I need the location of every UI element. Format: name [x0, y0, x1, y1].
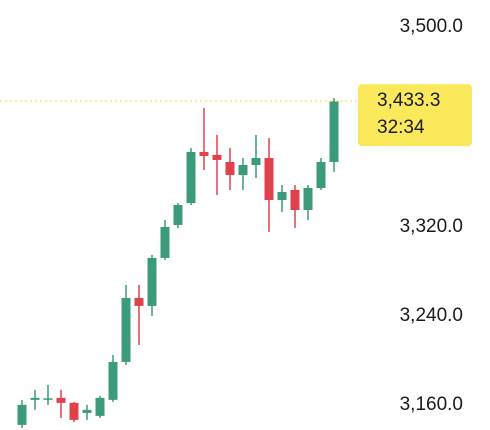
candle-body: [264, 157, 274, 200]
y-tick-label: 3,500.0: [400, 16, 463, 37]
y-tick-label: 3,240.0: [400, 305, 463, 326]
candle-body: [121, 297, 131, 362]
candle-body: [329, 101, 339, 162]
candle-body: [277, 191, 287, 200]
candle-body: [82, 409, 92, 413]
y-tick-label: 3,320.0: [400, 216, 463, 237]
candle-body: [251, 157, 261, 165]
candle-body: [160, 227, 170, 258]
candle-body: [212, 154, 222, 160]
price-tag: [358, 84, 472, 147]
candle-body: [17, 404, 27, 425]
candle-body: [186, 151, 196, 203]
candle-body: [173, 204, 183, 226]
countdown: 32:34: [377, 117, 425, 138]
candle-body: [199, 151, 209, 156]
candle-body: [290, 189, 300, 210]
candle-body: [56, 397, 66, 403]
candle-body: [69, 402, 79, 420]
candle-body: [30, 397, 40, 400]
candle-body: [134, 297, 144, 306]
candle-body: [43, 398, 53, 400]
candle-body: [238, 164, 248, 175]
candle-body: [316, 161, 326, 188]
candle-body: [147, 257, 157, 306]
candle-body: [108, 361, 118, 400]
y-tick-label: 3,160.0: [400, 394, 463, 415]
last-price-label: 3,433.3: [377, 90, 440, 111]
candle-body: [225, 161, 235, 175]
candle-body: [95, 397, 105, 416]
candle-body: [303, 187, 313, 210]
